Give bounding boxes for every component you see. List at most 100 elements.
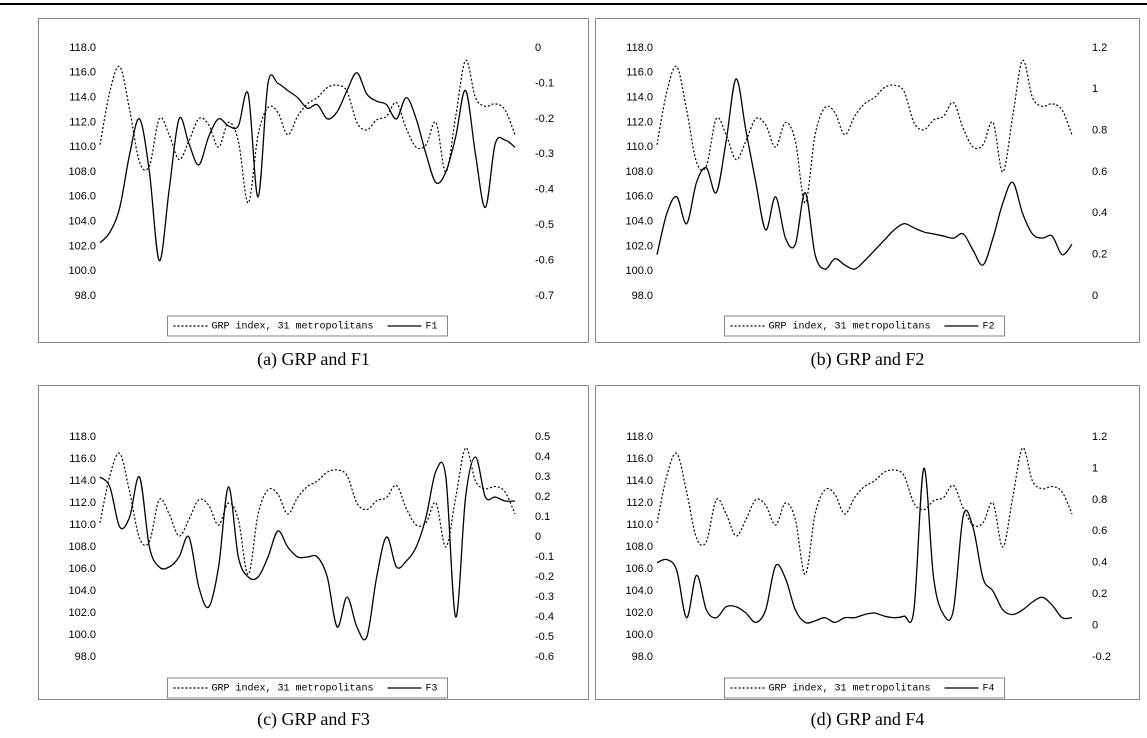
y-tick-label: 102.0	[68, 607, 96, 619]
legend-frame	[167, 315, 448, 337]
y2-tick-label: 0.1	[535, 511, 550, 523]
y-tick-label: 112.0	[69, 497, 96, 509]
y-tick-label: 102.0	[625, 607, 653, 619]
y2-tick-label: 0	[1092, 290, 1098, 302]
y2-tick-label: 0.4	[535, 451, 550, 463]
y-tick-label: 110.0	[69, 519, 96, 531]
y-tick-label: 106.0	[625, 563, 653, 575]
legend-frame	[724, 315, 1005, 337]
y2-tick-label: 1.2	[1092, 42, 1107, 54]
chart-panel: 98.0 100.0 102.0 104.0 106.0 108.0 110.0 112.0 1…	[595, 385, 1140, 700]
y-tick-label: 108.0	[625, 541, 653, 553]
y-tick-label: 118.0	[626, 431, 653, 443]
y2-tick-label: 0.2	[535, 491, 550, 503]
y-tick-label: 110.0	[626, 519, 653, 531]
y2-tick-label: -0.5	[535, 219, 554, 231]
y2-tick-label: 1.2	[1092, 431, 1107, 443]
y-tick-label: 116.0	[69, 67, 96, 79]
y-tick-label: 102.0	[68, 240, 96, 252]
y2-tick-label: 0.3	[535, 471, 550, 483]
y-tick-label: 104.0	[625, 216, 653, 228]
series-line	[656, 447, 1073, 576]
series-line	[99, 447, 516, 576]
legend-label: F2	[983, 322, 995, 333]
y2-tick-label: 0.2	[1092, 588, 1107, 600]
y2-tick-label: -0.2	[535, 113, 554, 125]
y-tick-label: 104.0	[625, 585, 653, 597]
y2-tick-label: -0.6	[535, 651, 554, 663]
y-tick-label: 106.0	[68, 563, 96, 575]
legend: GRP index, 31 metropolitans F3	[167, 677, 448, 699]
y-tick-label: 110.0	[69, 141, 96, 153]
series-line	[99, 456, 516, 641]
y2-tick-label: -0.2	[535, 571, 554, 583]
legend: GRP index, 31 metropolitans F2	[724, 315, 1005, 337]
caption: (d) GRP and F4	[811, 709, 925, 730]
y-tick-label: 116.0	[69, 453, 96, 465]
y-tick-label: 112.0	[69, 116, 96, 128]
y2-tick-label: 0.2	[1092, 249, 1107, 261]
y-tick-label: 114.0	[69, 475, 96, 487]
y-tick-label: 100.0	[625, 265, 653, 277]
y-tick-label: 108.0	[68, 541, 96, 553]
y2-tick-label: 0.8	[1092, 494, 1107, 506]
y-tick-label: 98.0	[632, 651, 653, 663]
y-tick-label: 102.0	[625, 240, 653, 252]
y-tick-label: 106.0	[625, 191, 653, 203]
y-tick-label: 118.0	[69, 42, 96, 54]
series-line	[99, 59, 516, 204]
y2-tick-label: 0.4	[1092, 557, 1107, 569]
y-tick-label: 110.0	[626, 141, 653, 153]
y-tick-label: 118.0	[69, 431, 96, 443]
y2-tick-label: 1	[1092, 83, 1098, 95]
y2-tick-label: 0.6	[1092, 166, 1107, 178]
y-tick-label: 114.0	[626, 92, 653, 104]
y2-tick-label: 0.6	[1092, 525, 1107, 537]
legend: GRP index, 31 metropolitans F4	[724, 677, 1005, 699]
y2-tick-label: -0.4	[535, 184, 554, 196]
y-tick-label: 108.0	[625, 166, 653, 178]
legend-frame	[167, 677, 448, 699]
y2-tick-label: -0.1	[535, 551, 554, 563]
y2-tick-label: -0.3	[535, 148, 554, 160]
panel-frame	[38, 385, 589, 700]
y-tick-label: 106.0	[68, 191, 96, 203]
chart-panel: 98.0 100.0 102.0 104.0 106.0 108.0 110.0 112.0 1…	[38, 18, 589, 343]
series-line	[656, 467, 1073, 624]
y-tick-label: 100.0	[68, 629, 96, 641]
y2-tick-label: -0.2	[1092, 651, 1111, 663]
legend: GRP index, 31 metropolitans F1	[167, 315, 448, 337]
y-tick-label: 112.0	[626, 497, 653, 509]
y-tick-label: 100.0	[625, 629, 653, 641]
y-tick-label: 116.0	[626, 453, 653, 465]
legend-label: GRP index, 31 metropolitans	[768, 321, 930, 333]
y2-tick-label: 0	[535, 531, 541, 543]
legend-label: F4	[983, 684, 995, 695]
y-tick-label: 98.0	[632, 290, 653, 302]
y-tick-label: 116.0	[626, 67, 653, 79]
y-tick-label: 104.0	[68, 216, 96, 228]
panel-frame	[38, 18, 589, 343]
y2-tick-label: -0.1	[535, 77, 554, 89]
y-tick-label: 98.0	[75, 651, 96, 663]
legend-label: F1	[426, 322, 438, 333]
y2-tick-label: -0.3	[535, 591, 554, 603]
panel-frame	[595, 18, 1140, 343]
y-tick-label: 118.0	[626, 42, 653, 54]
legend-label: GRP index, 31 metropolitans	[211, 321, 373, 333]
y-tick-label: 104.0	[68, 585, 96, 597]
caption: (a) GRP and F1	[257, 349, 370, 370]
caption: (c) GRP and F3	[257, 709, 370, 730]
series-line	[656, 78, 1073, 270]
legend-label: GRP index, 31 metropolitans	[768, 683, 930, 695]
caption: (b) GRP and F2	[811, 349, 925, 370]
series-line	[656, 59, 1073, 204]
chart-panel: 98.0 100.0 102.0 104.0 106.0 108.0 110.0 112.0 1…	[38, 385, 589, 700]
y2-tick-label: -0.7	[535, 290, 554, 302]
y-tick-label: 108.0	[68, 166, 96, 178]
legend-label: F3	[426, 684, 438, 695]
y2-tick-label: -0.4	[535, 611, 554, 623]
panel-frame	[595, 385, 1140, 700]
y2-tick-label: -0.6	[535, 254, 554, 266]
